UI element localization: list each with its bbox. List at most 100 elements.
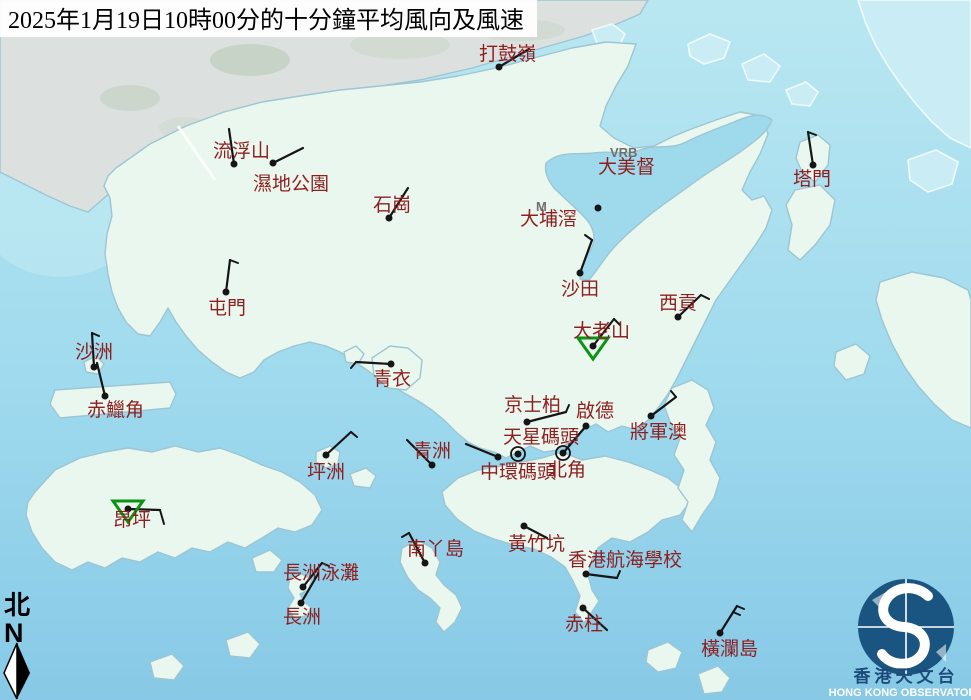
significant-station-triangle — [110, 499, 146, 525]
station-sha-chau: 沙洲 — [75, 331, 113, 371]
station-name-label: 長洲泳灘 — [283, 562, 359, 584]
station-dot — [576, 269, 584, 277]
wind-barb-tick — [613, 318, 621, 326]
title-bar: 2025年1月19日10時00分的十分鐘平均風向及風速 — [0, 0, 537, 37]
station-dot — [428, 461, 436, 469]
station-wong-chuk-hang: 黃竹坑 — [508, 522, 565, 555]
wind-staff — [387, 186, 410, 220]
station-cheung-chau: 長洲 — [283, 572, 321, 628]
compass-arrow-light — [3, 642, 18, 700]
wind-staff — [581, 606, 609, 632]
station-dot — [385, 214, 393, 222]
hko-name-en: HONG KONG OBSERVATORY — [829, 687, 971, 699]
wind-staff — [718, 604, 739, 635]
wind-staff — [522, 524, 549, 540]
station-name-label: 塔門 — [793, 168, 831, 190]
landmass-new-territories — [103, 41, 773, 459]
station-waglan-island: 橫瀾島 — [701, 604, 758, 660]
wind-barb-tick — [229, 259, 239, 264]
wind-staff — [649, 395, 678, 418]
station-name-label: 青衣 — [373, 368, 411, 390]
wind-barb-tick — [91, 332, 100, 337]
wind-barb-tick — [584, 234, 593, 241]
station-dot — [230, 160, 238, 168]
landmass-lantau — [25, 445, 323, 571]
station-dot — [809, 161, 817, 169]
station-name-label: 坪洲 — [307, 461, 345, 483]
hko-logo: 香港天文台 HONG KONG OBSERVATORY — [829, 579, 971, 699]
compass-arrow-dark — [17, 643, 30, 699]
station-name-label: 天星碼頭 — [503, 427, 579, 448]
station-name-label: 濕地公園 — [253, 173, 329, 195]
station-name-label: 屯門 — [208, 297, 246, 319]
station-star-ferry-pier: 天星碼頭 — [503, 427, 579, 462]
wind-barb-tick — [350, 361, 357, 369]
station-ta-kwu-ling: 打鼓嶺 — [479, 43, 536, 71]
wind-barb-tick — [736, 605, 745, 610]
station-dot — [90, 363, 98, 371]
station-dot — [124, 505, 132, 513]
wind-barb-tick — [807, 131, 817, 136]
station-name-label: 赤柱 — [565, 613, 603, 635]
station-name-label: 青洲 — [413, 440, 451, 462]
station-dot — [387, 360, 395, 368]
wind-barb-tick — [401, 532, 410, 538]
station-sha-tin: 沙田 — [561, 234, 599, 300]
station-dot — [421, 559, 429, 567]
station-wetland-park: 濕地公園 — [253, 146, 329, 195]
hko-name-zh: 香港天文台 — [854, 666, 959, 686]
station-dot — [579, 604, 587, 612]
station-name-label: 大老山 — [573, 320, 630, 342]
landmass-clear-water-bay — [663, 379, 721, 533]
wind-staff — [271, 146, 305, 165]
wind-barb-tick — [565, 404, 570, 413]
station-dot — [222, 288, 230, 296]
wind-staff — [227, 127, 236, 166]
islands-tap-mun — [785, 134, 836, 261]
station-tuen-mun: 屯門 — [208, 258, 246, 319]
station-dot — [594, 204, 602, 212]
station-name-label: 橫瀾島 — [701, 638, 758, 660]
significant-station-triangle — [575, 336, 611, 362]
station-green-island: 青洲 — [405, 438, 451, 469]
station-peng-chau: 坪洲 — [307, 430, 358, 483]
station-name-label: 將軍澳 — [630, 421, 687, 443]
station-dot — [647, 412, 655, 420]
station-name-label: 香港航海學校 — [568, 549, 682, 571]
station-dot — [299, 583, 307, 591]
landmass-sai-kung-east — [875, 271, 971, 429]
station-dot — [101, 392, 109, 400]
station-name-label: 啟德 — [576, 400, 614, 422]
station-kings-park: 京士柏 — [504, 394, 570, 426]
station-dot — [674, 313, 682, 321]
wind-barb-tick — [616, 570, 621, 579]
wind-staff — [806, 130, 815, 167]
wind-staff — [497, 47, 531, 69]
station-name-label: 昂坪 — [113, 509, 151, 531]
station-name-label: 打鼓嶺 — [479, 43, 536, 65]
station-name-label: 大埔滘 — [520, 208, 577, 230]
station-dot — [514, 450, 522, 458]
calm-wind-ring — [510, 446, 526, 462]
station-name-label: 沙洲 — [75, 342, 113, 363]
station-lamma-island: 南丫島 — [401, 531, 464, 567]
station-tsing-yi: 青衣 — [350, 360, 411, 390]
wind-staff — [95, 361, 107, 398]
station-central-pier: 中環碼頭 — [464, 442, 556, 483]
station-dot — [582, 570, 590, 578]
station-name-label: 北角 — [548, 459, 586, 481]
station-name-label: 西貢 — [659, 293, 697, 314]
wind-staff — [224, 258, 232, 294]
hko-logo-swirl — [877, 583, 933, 669]
wind-staff — [301, 561, 324, 589]
station-note-label: M — [536, 199, 547, 214]
station-dot — [559, 449, 567, 457]
wind-staff — [324, 430, 353, 457]
wind-barb-tick — [670, 390, 677, 398]
compass-north: 北 N — [3, 591, 30, 700]
station-name-label: 中環碼頭 — [480, 461, 556, 483]
wind-staff — [676, 293, 703, 319]
